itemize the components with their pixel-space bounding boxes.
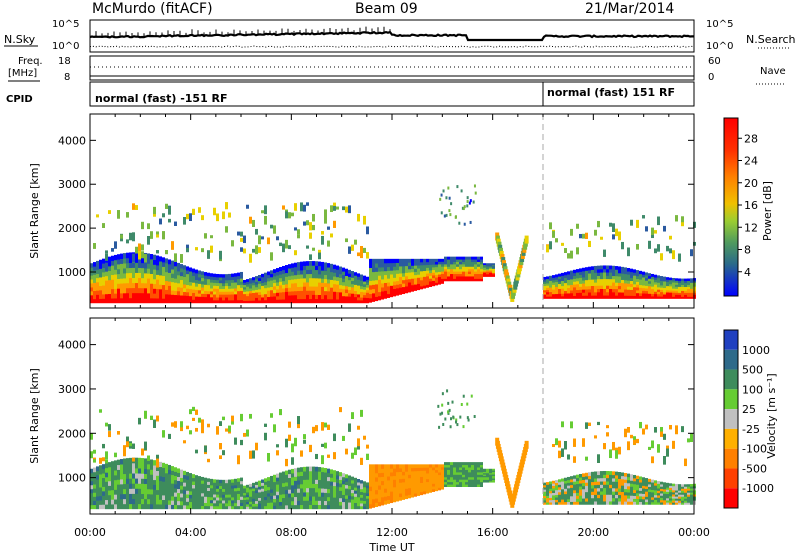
power-y-tick-label: 4000 — [58, 134, 86, 147]
velocity-colorbar-tick: -500 — [742, 462, 767, 475]
x-tick-label: 08:00 — [275, 526, 307, 539]
velocity-colorbar-tick: 100 — [742, 383, 763, 396]
beam-title: Beam 09 — [355, 1, 418, 17]
power-heatmap — [90, 184, 696, 304]
power-colorbar-tick: 28 — [744, 132, 758, 145]
power-colorbar-tick: 4 — [744, 266, 751, 279]
power-ylabel: Slant Range [km] — [28, 163, 41, 259]
nave-tick-high: 60 — [708, 56, 721, 67]
x-tick-label: 00:00 — [678, 526, 710, 539]
nave-tick-low: 0 — [708, 72, 714, 83]
velocity-y-tick-label: 1000 — [58, 472, 86, 485]
freq-tick-low: 8 — [64, 72, 70, 83]
freq-panel: Freq. [MHz] 18 8 60 0 Nave — [8, 55, 786, 85]
power-y-tick-label: 2000 — [58, 222, 86, 235]
power-colorbar-label: Power [dB] — [761, 181, 774, 241]
velocity-colorbar-tick: 500 — [742, 364, 763, 377]
velocity-colorbar-tick: -25 — [742, 423, 760, 436]
velocity-colorbar — [723, 329, 739, 509]
velocity-y-tick-label: 4000 — [58, 339, 86, 352]
nsky-tick-high: 10^5 — [52, 19, 79, 30]
power-colorbar-tick: 8 — [744, 244, 751, 257]
power-panel: 1000 2000 3000 4000 Slant Range [km] 28 24 20… — [28, 113, 774, 309]
velocity-colorbar-tick: 1000 — [742, 344, 770, 357]
freq-label-1: Freq. — [18, 56, 43, 67]
velocity-ylabel: Slant Range [km] — [28, 368, 41, 464]
nsearch-tick-low: 10^0 — [706, 41, 733, 52]
x-tick-label: 00:00 — [74, 526, 106, 539]
date-title: 21/Mar/2014 — [585, 1, 674, 17]
power-y-tick-label: 1000 — [58, 266, 86, 279]
power-colorbar-tick: 16 — [744, 199, 758, 212]
cpid-segment-1: normal (fast) -151 RF — [95, 92, 228, 105]
freq-label-2: [MHz] — [8, 68, 37, 79]
velocity-panel: 1000 2000 3000 4000 Slant Range [km] 1000 50… — [28, 317, 778, 515]
cpid-label: CPID — [6, 94, 33, 105]
velocity-colorbar-label: Velocity [m s⁻¹] — [765, 373, 778, 458]
nsky-label: N.Sky — [4, 33, 36, 46]
velocity-colorbar-tick: -100 — [742, 443, 767, 456]
power-colorbar-tick: 24 — [744, 155, 758, 168]
nave-label: Nave — [760, 66, 786, 77]
freq-tick-high: 18 — [58, 56, 71, 67]
x-axis: 00:00 04:00 08:00 12:00 16:00 20:00 00:00 — [74, 526, 710, 539]
x-tick-label: 12:00 — [376, 526, 408, 539]
power-colorbar-tick: 20 — [744, 177, 758, 190]
cpid-panel: CPID normal (fast) -151 RF normal (fast)… — [6, 81, 695, 107]
power-colorbar — [723, 117, 739, 297]
station-title: McMurdo (fitACF) — [92, 1, 213, 17]
velocity-colorbar-tick: 25 — [742, 403, 756, 416]
velocity-colorbar-tick: -1000 — [742, 482, 774, 495]
nsky-panel: N.Sky 10^5 10^0 10^5 10^0 N.Search — [4, 19, 796, 53]
nsearch-label: N.Search — [746, 33, 796, 46]
x-tick-label: 16:00 — [477, 526, 509, 539]
x-axis-label: Time UT — [368, 541, 414, 554]
x-tick-label: 20:00 — [577, 526, 609, 539]
cpid-segment-2: normal (fast) 151 RF — [547, 86, 675, 99]
velocity-y-tick-label: 2000 — [58, 427, 86, 440]
power-colorbar-tick: 12 — [744, 221, 758, 234]
nsearch-tick-high: 10^5 — [706, 19, 733, 30]
x-tick-label: 04:00 — [175, 526, 207, 539]
velocity-heatmap — [90, 389, 696, 510]
nsky-traces — [89, 26, 695, 48]
velocity-y-tick-label: 3000 — [58, 383, 86, 396]
nsky-tick-low: 10^0 — [52, 41, 79, 52]
power-y-tick-label: 3000 — [58, 178, 86, 191]
